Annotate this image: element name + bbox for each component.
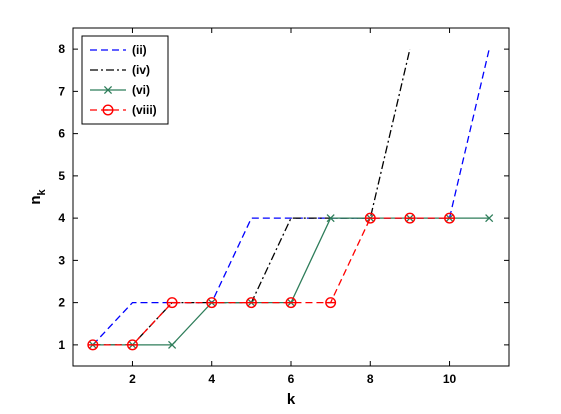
x-tick-label: 6 bbox=[288, 372, 295, 386]
legend-label: (viii) bbox=[132, 103, 157, 117]
series-line-3 bbox=[92, 217, 450, 346]
data-point-3-5 bbox=[285, 297, 297, 309]
series-layer bbox=[87, 48, 494, 351]
data-point-3-0 bbox=[87, 339, 99, 351]
data-point-3-3 bbox=[206, 297, 218, 309]
y-tick-label: 6 bbox=[58, 127, 65, 141]
data-point-2-10 bbox=[485, 214, 494, 223]
data-point-3-4 bbox=[245, 297, 257, 309]
legend-box bbox=[81, 35, 169, 125]
svg-text:nk: nk bbox=[27, 188, 48, 204]
series-3 bbox=[87, 212, 456, 351]
data-point-3-1 bbox=[126, 339, 138, 351]
y-tick-label: 2 bbox=[58, 296, 65, 310]
y-axis-label: nk bbox=[27, 188, 48, 204]
y-tick-label: 7 bbox=[58, 84, 65, 98]
legend-label: (vi) bbox=[132, 83, 150, 97]
y-tick-label: 5 bbox=[58, 169, 65, 183]
legend-item-3: (viii) bbox=[90, 103, 157, 117]
legend-label: (iv) bbox=[132, 63, 150, 77]
x-axis-label: k bbox=[287, 391, 296, 408]
legend-item-0: (ii) bbox=[90, 43, 147, 57]
data-point-3-7 bbox=[364, 212, 376, 224]
data-point-3-6 bbox=[325, 297, 337, 309]
y-tick-label: 4 bbox=[58, 211, 65, 225]
x-tick-label: 4 bbox=[208, 372, 215, 386]
legend-label: (ii) bbox=[132, 43, 147, 57]
y-tick-label: 8 bbox=[58, 42, 65, 56]
x-tick-label: 8 bbox=[367, 372, 374, 386]
x-tick-label: 2 bbox=[129, 372, 136, 386]
y-tick-label: 1 bbox=[58, 338, 65, 352]
x-tick-label: 10 bbox=[443, 372, 457, 386]
data-point-3-9 bbox=[444, 212, 456, 224]
legend: (ii) (iv) (vi) (viii) bbox=[81, 35, 169, 125]
data-point-3-8 bbox=[404, 212, 416, 224]
y-axis-label-main: n bbox=[27, 195, 44, 204]
legend-marker bbox=[102, 104, 114, 116]
y-tick-label: 3 bbox=[58, 253, 65, 267]
data-point-3-2 bbox=[166, 297, 178, 309]
data-point-2-6 bbox=[326, 214, 335, 223]
legend-marker bbox=[103, 85, 113, 95]
y-axis-label-subscript: k bbox=[36, 188, 48, 195]
data-point-2-2 bbox=[168, 340, 177, 349]
legend-item-1: (iv) bbox=[90, 63, 150, 77]
legend-item-2: (vi) bbox=[90, 83, 150, 97]
